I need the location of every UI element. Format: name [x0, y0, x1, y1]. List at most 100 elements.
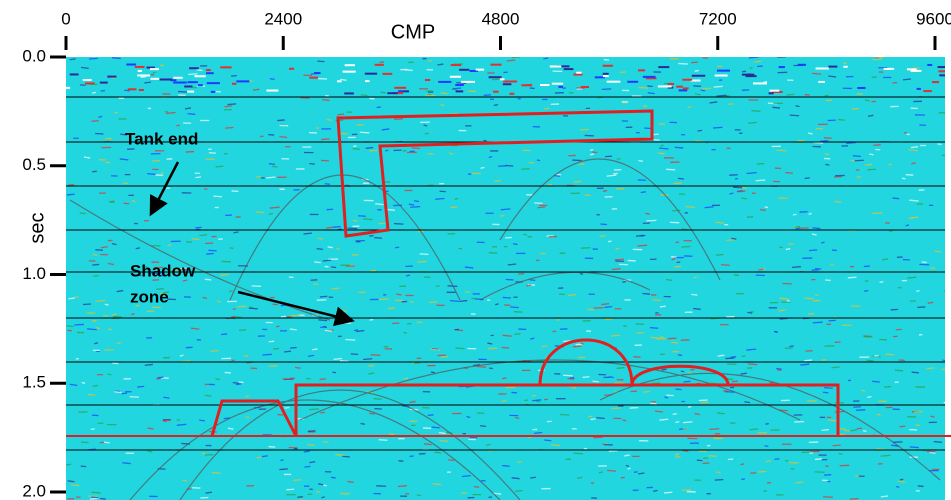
- noise-speck: [196, 70, 202, 71]
- noise-speck: [788, 244, 793, 245]
- noise-speck: [318, 484, 323, 485]
- noise-speck: [433, 484, 442, 485]
- section-background: [66, 57, 945, 500]
- noise-speck: [75, 297, 79, 298]
- noise-speck: [199, 420, 205, 421]
- noise-speck: [331, 477, 336, 478]
- noise-speck: [148, 428, 154, 429]
- noise-speck: [793, 214, 797, 215]
- noise-speck: [812, 73, 821, 74]
- noise-speck: [81, 442, 89, 443]
- noise-speck: [592, 381, 598, 382]
- noise-speck: [850, 430, 856, 431]
- noise-speck: [898, 481, 905, 482]
- noise-speck: [666, 395, 673, 396]
- noise-speck: [892, 82, 897, 83]
- noise-speck: [600, 224, 607, 225]
- noise-speck: [893, 198, 900, 199]
- noise-speck: [648, 93, 655, 94]
- noise-speck: [683, 422, 692, 423]
- noise-speck: [620, 72, 626, 73]
- noise-speck: [70, 59, 76, 60]
- noise-speck: [112, 314, 117, 315]
- noise-speck: [641, 192, 646, 193]
- noise-speck: [930, 416, 934, 417]
- noise-speck: [308, 431, 316, 432]
- noise-speck: [926, 368, 934, 369]
- noise-speck: [322, 100, 330, 101]
- noise-speck: [290, 348, 296, 349]
- noise-speck: [590, 154, 594, 155]
- noise-speck: [741, 479, 745, 480]
- noise-speck: [309, 409, 319, 410]
- noise-speck: [494, 105, 498, 106]
- noise-speck: [683, 428, 687, 429]
- noise-speck: [580, 274, 583, 275]
- noise-speck: [320, 379, 326, 380]
- noise-speck: [93, 254, 97, 255]
- noise-speck: [824, 388, 833, 389]
- noise-speck: [279, 469, 287, 470]
- noise-speck: [891, 309, 898, 310]
- noise-speck: [196, 177, 201, 178]
- noise-speck: [808, 314, 814, 315]
- noise-speck: [153, 72, 157, 73]
- noise-speck: [660, 306, 666, 307]
- noise-speck: [512, 478, 520, 479]
- noise-speck: [501, 401, 506, 402]
- noise-speck: [112, 58, 121, 59]
- noise-speck: [494, 181, 500, 182]
- noise-speck: [675, 422, 679, 423]
- noise-speck: [779, 247, 782, 248]
- noise-speck: [514, 334, 520, 335]
- noise-speck: [583, 377, 590, 378]
- noise-speck: [252, 286, 262, 287]
- noise-speck: [384, 346, 389, 347]
- noise-speck: [117, 343, 121, 344]
- noise-speck: [825, 154, 829, 155]
- noise-speck: [68, 481, 75, 482]
- noise-speck: [307, 445, 314, 446]
- noise-speck: [850, 160, 854, 161]
- noise-speck: [332, 288, 340, 289]
- noise-speck: [748, 122, 757, 123]
- noise-speck: [295, 368, 301, 369]
- noise-speck: [639, 160, 643, 161]
- noise-speck: [137, 386, 144, 387]
- noise-speck: [335, 455, 345, 456]
- noise-speck: [80, 213, 86, 214]
- noise-speck: [231, 76, 237, 77]
- noise-speck: [914, 412, 922, 413]
- noise-speck: [486, 444, 491, 445]
- noise-speck: [880, 282, 884, 283]
- noise-speck: [273, 348, 279, 349]
- noise-speck: [536, 401, 540, 402]
- noise-speck: [87, 329, 97, 330]
- noise-speck: [909, 200, 918, 201]
- noise-speck: [758, 269, 763, 270]
- noise-speck: [521, 169, 529, 170]
- noise-speck: [873, 145, 881, 146]
- noise-speck: [865, 281, 868, 282]
- noise-speck: [270, 207, 280, 208]
- noise-speck: [506, 279, 514, 280]
- noise-speck: [567, 378, 574, 379]
- noise-speck: [895, 370, 903, 371]
- noise-speck: [481, 167, 485, 168]
- noise-speck: [363, 359, 372, 360]
- noise-speck: [928, 302, 933, 303]
- noise-speck: [465, 267, 474, 268]
- noise-speck: [713, 127, 722, 128]
- noise-speck: [66, 326, 74, 327]
- noise-speck: [700, 402, 708, 403]
- noise-speck: [82, 382, 85, 383]
- noise-speck: [937, 144, 941, 145]
- noise-speck: [385, 150, 388, 151]
- noise-speck: [360, 132, 370, 133]
- x-tick-label: 9600: [916, 9, 951, 28]
- noise-speck: [375, 204, 383, 205]
- noise-speck: [89, 58, 98, 59]
- noise-speck: [374, 399, 382, 400]
- noise-speck: [269, 164, 275, 165]
- noise-speck: [483, 140, 486, 141]
